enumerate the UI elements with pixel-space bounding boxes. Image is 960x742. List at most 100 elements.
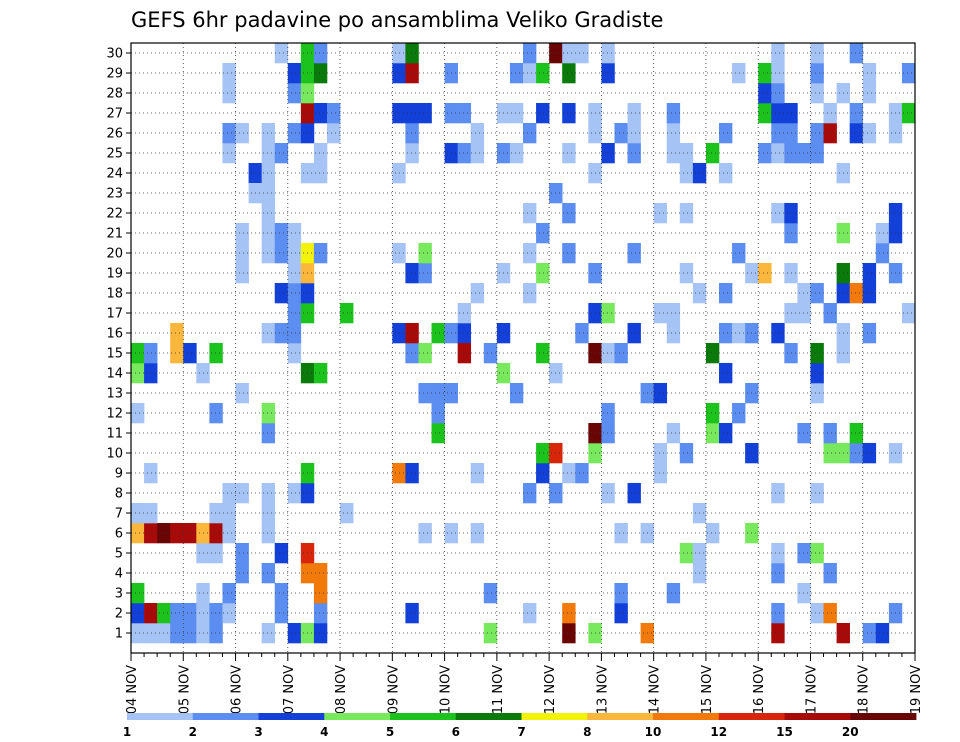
precip-cell (144, 623, 158, 644)
precip-cell (483, 343, 498, 364)
precip-cell (771, 123, 785, 144)
precip-cell (679, 543, 694, 564)
precip-cell (719, 123, 733, 144)
y-tick-label: 9 (115, 467, 123, 482)
colorbar-swatch (850, 713, 917, 720)
precip-cell (523, 243, 537, 264)
precip-cell (823, 103, 837, 124)
y-tick-label: 27 (106, 107, 123, 122)
precip-cell (274, 583, 289, 604)
precip-cell (862, 283, 877, 304)
precip-cell (523, 483, 537, 504)
y-tick-label: 5 (115, 547, 123, 562)
precip-cell (562, 63, 576, 84)
y-tick-label: 19 (106, 267, 123, 282)
precip-cell (287, 323, 302, 344)
precip-cell (287, 303, 302, 324)
precip-cell (287, 83, 302, 104)
y-tick-label: 7 (115, 507, 123, 522)
precip-cell (849, 43, 864, 64)
precip-cell (170, 343, 184, 364)
precip-cell (862, 63, 877, 84)
precip-cell (313, 583, 328, 604)
x-tick-label: 07 NOV (282, 665, 297, 714)
precip-cell (418, 103, 432, 124)
precip-cell (261, 483, 276, 504)
precip-cell (405, 603, 419, 624)
precip-cell (509, 103, 524, 124)
y-tick-label: 2 (115, 607, 123, 622)
precip-cell (274, 43, 289, 64)
y-tick-label: 3 (115, 587, 123, 602)
precip-cell (418, 523, 432, 544)
precip-cell (732, 63, 746, 84)
precip-cell (235, 263, 249, 284)
y-tick-label: 11 (106, 427, 123, 442)
precip-cell (457, 343, 472, 364)
precip-cell (170, 603, 184, 624)
precip-cell (457, 303, 472, 324)
precip-cell (823, 563, 837, 584)
precip-cell (771, 563, 785, 584)
precip-cell (483, 583, 498, 604)
precip-cell (144, 523, 158, 544)
precip-cell (313, 363, 328, 384)
y-tick-label: 29 (106, 67, 123, 82)
precip-cell (287, 123, 302, 144)
precip-cell (287, 223, 302, 244)
precip-cell (705, 403, 720, 424)
precip-cell (222, 603, 236, 624)
precip-cell (732, 243, 746, 264)
precip-cell (758, 103, 772, 124)
colorbar-swatch (718, 713, 785, 720)
precip-cell (313, 243, 328, 264)
precip-cell (261, 623, 276, 644)
precip-cell (810, 363, 824, 384)
x-tick-label: 18 NOV (857, 665, 872, 714)
precip-cell (849, 103, 864, 124)
precip-cell (797, 583, 811, 604)
precip-cell (562, 203, 576, 224)
precip-cell (287, 623, 302, 644)
precip-cell (523, 43, 537, 64)
precip-cell (823, 603, 837, 624)
colorbar-label: 8 (583, 725, 591, 739)
precip-cell (823, 443, 837, 464)
precip-cell (536, 443, 550, 464)
precip-cell (170, 523, 184, 544)
precip-cell (705, 343, 720, 364)
precip-cell (431, 383, 445, 404)
precip-cell (261, 563, 276, 584)
precip-cell (719, 423, 733, 444)
precip-cell (235, 483, 249, 504)
precip-cell (771, 43, 785, 64)
precip-cell (457, 143, 472, 164)
precip-cell (679, 443, 694, 464)
x-tick-label: 06 NOV (230, 665, 245, 714)
precip-cell (274, 223, 289, 244)
precip-cell (614, 603, 628, 624)
precip-cell (457, 323, 472, 344)
precip-cell (771, 83, 785, 104)
precip-cell (405, 63, 419, 84)
y-tick-label: 30 (106, 47, 123, 62)
precip-cell (261, 123, 276, 144)
precip-cell (287, 483, 302, 504)
precip-cell (131, 583, 145, 604)
precip-cell (666, 103, 681, 124)
precip-cell (418, 343, 432, 364)
precip-cell (601, 423, 615, 444)
precip-cell (261, 203, 276, 224)
precip-cell (235, 563, 249, 584)
precip-cell (183, 343, 197, 364)
x-tick-label: 09 NOV (386, 665, 401, 714)
precip-cell (862, 123, 877, 144)
precip-cell (666, 143, 681, 164)
precip-cell (170, 323, 184, 344)
precip-cell (666, 303, 681, 324)
precip-cell (810, 343, 824, 364)
precip-cell (222, 83, 236, 104)
precip-cell (523, 63, 537, 84)
precip-cell (536, 223, 550, 244)
precip-cell (405, 103, 419, 124)
